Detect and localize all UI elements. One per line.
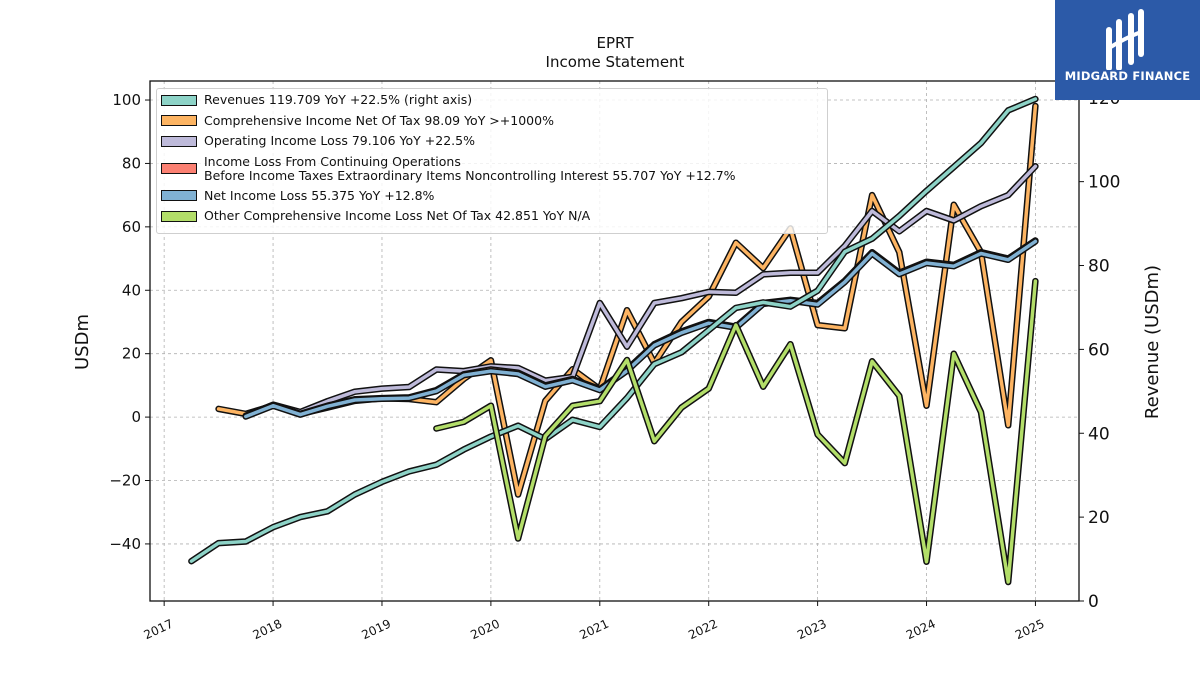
y-tick-label-left: −40 [109, 535, 141, 553]
chart-legend: Revenues 119.709 YoY +22.5% (right axis)… [156, 88, 828, 234]
brand-logo: MIDGARD FINANCE [1055, 0, 1200, 100]
y-tick-label-right: 40 [1088, 424, 1110, 444]
brand-name: MIDGARD FINANCE [1064, 69, 1191, 83]
y-axis-label-right: Revenue (USDm) [1142, 265, 1163, 419]
legend-label: Other Comprehensive Income Loss Net Of T… [204, 208, 591, 223]
legend-swatch [161, 135, 197, 147]
legend-label: Net Income Loss 55.375 YoY +12.8% [204, 187, 435, 203]
y-tick-label-left: 60 [122, 218, 141, 236]
y-tick-label-left: 0 [131, 408, 141, 426]
legend-entry-other-comprehensive: Other Comprehensive Income Loss Net Of T… [161, 209, 827, 223]
y-tick-label-right: 100 [1088, 173, 1120, 193]
series-line [189, 97, 1038, 563]
y-tick-label-right: 0 [1088, 592, 1099, 612]
chart-title: EPRT [596, 34, 634, 52]
y-tick-label-right: 20 [1088, 508, 1110, 528]
series-5 [242, 238, 1039, 420]
y-axis-label-left: USDm [72, 314, 93, 370]
series-line [244, 239, 1038, 419]
legend-entry-comprehensive-income: Comprehensive Income Net Of Tax 98.09 Yo… [161, 112, 827, 128]
y-tick-label-left: 40 [122, 281, 141, 299]
y-tick-label-right: 60 [1088, 340, 1110, 360]
midgard-logo-icon [1106, 9, 1144, 70]
series-line [434, 279, 1038, 584]
legend-label: Comprehensive Income Net Of Tax 98.09 Yo… [204, 112, 554, 128]
legend-entry-revenues: Revenues 119.709 YoY +22.5% (right axis) [161, 93, 827, 107]
plot-frame [149, 80, 1080, 602]
legend-entry-net-income: Net Income Loss 55.375 YoY +12.8% [161, 187, 827, 203]
y-tick-label-left: 80 [122, 154, 141, 172]
series-1 [188, 95, 1039, 565]
y-tick-label-right: 80 [1088, 257, 1110, 277]
legend-label: Operating Income Loss 79.106 YoY +22.5% [204, 133, 475, 148]
y-tick-label-left: 20 [122, 345, 141, 363]
legend-entry-operating-income: Operating Income Loss 79.106 YoY +22.5% [161, 134, 827, 148]
series-line [244, 164, 1038, 418]
legend-label: Revenues 119.709 YoY +22.5% (right axis) [204, 92, 473, 107]
y-tick-label-left: −20 [109, 472, 141, 490]
legend-label: Income Loss From Continuing Operations B… [204, 153, 736, 183]
legend-swatch [161, 210, 197, 222]
y-tick-label-left: 100 [112, 91, 141, 109]
legend-swatch [161, 190, 197, 201]
y-axis-left: −40 −20 0 20 40 60 80 100 [109, 91, 150, 553]
legend-swatch [161, 163, 197, 174]
series-3 [242, 163, 1039, 420]
series-lines [188, 95, 1039, 586]
series-6 [433, 277, 1039, 586]
legend-swatch [161, 94, 197, 106]
chart-subtitle: Income Statement [546, 53, 685, 71]
legend-entry-pretax-income: Income Loss From Continuing Operations B… [161, 153, 827, 183]
legend-swatch [161, 115, 197, 126]
